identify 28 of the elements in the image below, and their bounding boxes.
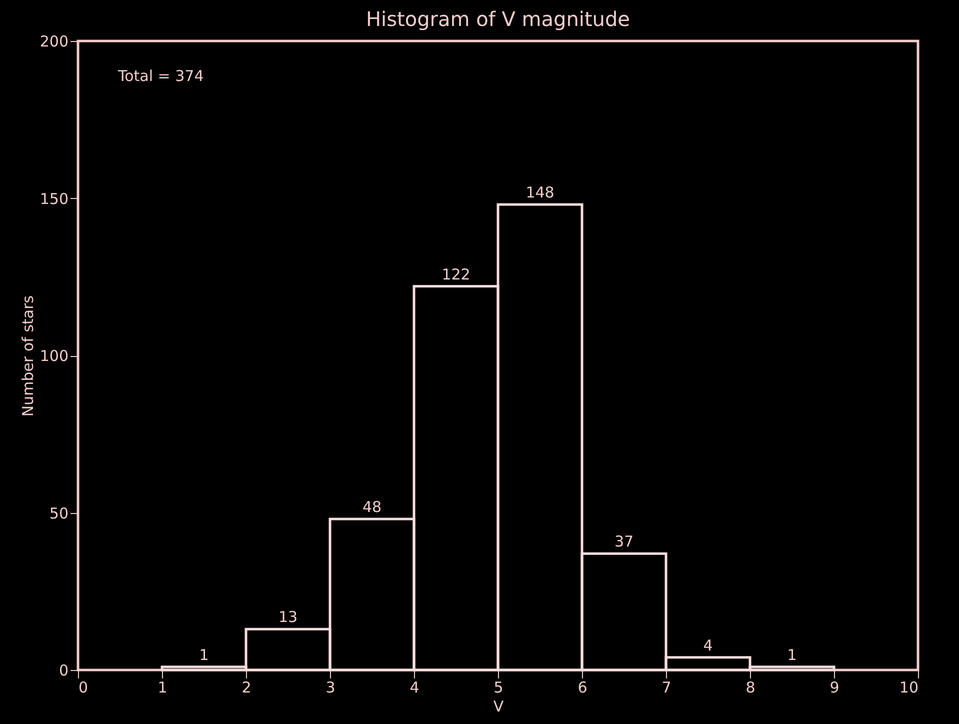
data-label: 1 bbox=[199, 646, 209, 664]
x-tick-label: 8 bbox=[746, 678, 756, 696]
annotation: Total = 374 bbox=[117, 67, 204, 85]
x-tick-label: 6 bbox=[578, 678, 588, 696]
data-label: 13 bbox=[278, 608, 298, 626]
x-tick-label: 1 bbox=[158, 678, 168, 696]
x-tick-label: 7 bbox=[662, 678, 672, 696]
y-tick-label: 200 bbox=[40, 32, 68, 50]
y-tick-label: 150 bbox=[40, 190, 68, 208]
x-tick-label: 2 bbox=[242, 678, 252, 696]
data-label: 48 bbox=[362, 498, 382, 516]
y-tick-label: 0 bbox=[58, 662, 68, 680]
data-label: 1 bbox=[787, 646, 797, 664]
data-label: 37 bbox=[614, 532, 634, 551]
data-label: 148 bbox=[526, 184, 554, 202]
x-tick-label: 0 bbox=[78, 678, 88, 696]
x-tick-label: 4 bbox=[410, 678, 420, 696]
x-tick-label: 3 bbox=[326, 678, 336, 696]
y-tick-label: 50 bbox=[49, 504, 68, 522]
x-tick-label: 10 bbox=[899, 678, 918, 696]
data-label: 122 bbox=[442, 265, 470, 284]
x-tick-label: 5 bbox=[494, 678, 504, 696]
y-axis-title: Number of stars bbox=[18, 295, 37, 417]
chart-title: Histogram of V magnitude bbox=[366, 7, 630, 31]
x-axis-title: V bbox=[493, 698, 504, 716]
x-tick-label: 9 bbox=[830, 678, 840, 696]
y-tick-label: 100 bbox=[40, 347, 68, 365]
data-label: 4 bbox=[703, 636, 713, 654]
